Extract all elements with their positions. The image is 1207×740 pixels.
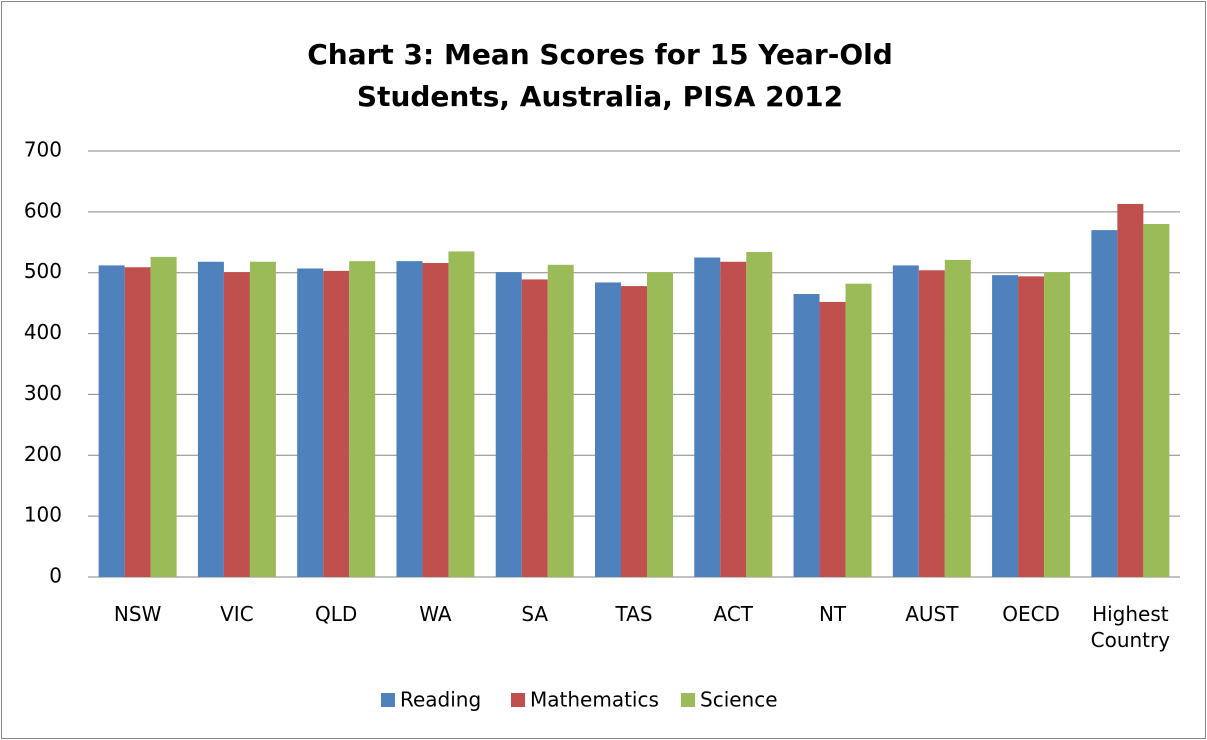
bar (223, 272, 250, 577)
bar (793, 294, 820, 577)
bar (98, 265, 125, 577)
bar (349, 261, 376, 577)
bar (124, 267, 151, 577)
bar (1117, 203, 1144, 577)
chart-title: Chart 3: Mean Scores for 15 Year-Old Stu… (307, 38, 893, 113)
y-tick-label: 700 (24, 138, 62, 162)
bar (694, 257, 721, 577)
bar (845, 283, 872, 577)
legend-swatch (511, 693, 525, 707)
legend-swatch (381, 693, 395, 707)
bar (1143, 224, 1170, 577)
x-tick-label: ACT (713, 602, 754, 626)
y-tick-label: 300 (24, 381, 62, 405)
legend-swatch (681, 693, 695, 707)
x-tick-label: AUST (905, 602, 959, 626)
bar (720, 261, 747, 577)
x-tick-label: OECD (1002, 602, 1060, 626)
legend-label: Reading (400, 688, 481, 712)
bar (1044, 272, 1071, 577)
y-tick-label: 0 (49, 564, 62, 588)
bar (595, 282, 621, 577)
bar (647, 272, 673, 577)
y-tick-label: 400 (24, 320, 62, 344)
bar (1018, 276, 1045, 577)
bar (521, 279, 548, 577)
bar (495, 272, 522, 577)
y-tick-label: 500 (24, 259, 62, 283)
y-tick-label: 200 (24, 442, 62, 466)
x-tick-label: TAS (615, 602, 653, 626)
bar (1091, 230, 1118, 577)
x-tick-label: Highest Country (1090, 602, 1171, 652)
bar (746, 252, 773, 577)
bar (892, 265, 919, 577)
x-tick-label: NT (818, 602, 847, 626)
x-tick-label: QLD (315, 602, 358, 626)
legend-label: Science (700, 688, 778, 712)
bar (150, 256, 177, 577)
bar (992, 275, 1019, 577)
bar (621, 286, 647, 577)
bar (396, 261, 423, 577)
y-tick-label: 600 (24, 198, 62, 222)
bar (547, 264, 574, 577)
bar (323, 270, 350, 577)
x-tick-label: WA (419, 602, 452, 626)
bar (944, 259, 971, 577)
y-tick-label: 100 (24, 503, 62, 527)
x-tick-label: SA (521, 602, 549, 626)
x-tick-label: VIC (220, 602, 254, 626)
bar (249, 261, 276, 577)
x-tick-label: NSW (113, 602, 162, 626)
bar (297, 268, 324, 577)
bar (197, 261, 224, 577)
bar (918, 270, 945, 577)
bar (422, 262, 449, 577)
bar (448, 251, 475, 577)
bar (819, 301, 846, 577)
legend-label: Mathematics (530, 688, 659, 712)
